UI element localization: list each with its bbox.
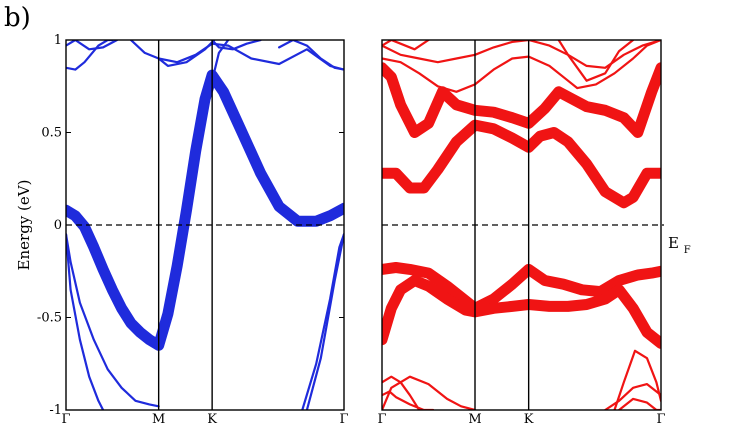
fermi-label-sub: F xyxy=(684,245,691,256)
thin-band-7 xyxy=(129,40,344,71)
thin-band-9 xyxy=(211,40,262,51)
k-point-label-3: Γ xyxy=(339,412,348,427)
k-point-label-3: Γ xyxy=(656,412,665,427)
thin-band-5 xyxy=(66,40,114,71)
k-point-label-1: M xyxy=(468,412,481,427)
thin-band-4 xyxy=(305,233,344,410)
fermi-level-label: E F xyxy=(668,234,691,256)
fermi-label-main: E xyxy=(668,234,679,252)
thick-band-2 xyxy=(382,262,661,314)
y-tick-label-4: -1 xyxy=(49,403,62,418)
thin-band-6 xyxy=(382,40,430,51)
thin-band-11 xyxy=(613,349,661,410)
thin-band-2 xyxy=(66,233,105,410)
thin-band-8 xyxy=(157,40,216,67)
plot-frame xyxy=(381,39,662,411)
thick-band-0 xyxy=(382,62,661,138)
thin-band-10 xyxy=(278,40,344,71)
thin-band-13 xyxy=(618,397,661,410)
thin-band-6 xyxy=(66,40,119,51)
y-tick-label-3: -0.5 xyxy=(37,311,62,326)
k-point-label-0: Γ xyxy=(61,412,70,427)
thin-band-4 xyxy=(382,40,661,69)
thin-band-3 xyxy=(301,233,344,410)
thin-band-7 xyxy=(557,40,635,82)
thin-band-9 xyxy=(382,375,477,410)
thin-band-1 xyxy=(66,233,160,408)
k-point-label-2: K xyxy=(207,412,217,427)
left-band-panel: Γ M K Γ 1 0.5 0 -0.5 -1 Energy (eV) xyxy=(15,33,349,427)
y-axis-title: Energy (eV) xyxy=(15,180,33,271)
thin-band-11 xyxy=(211,40,230,82)
k-point-label-2: K xyxy=(524,412,534,427)
k-point-label-0: Γ xyxy=(377,412,386,427)
y-tick-label-2: 0 xyxy=(54,218,62,233)
thick-band-0 xyxy=(66,69,344,351)
thin-band-12 xyxy=(604,383,661,410)
k-point-label-1: M xyxy=(152,412,165,427)
thick-band-1 xyxy=(382,119,661,209)
thick-band-3 xyxy=(382,275,661,349)
y-tick-label-0: 1 xyxy=(54,33,62,48)
panel-label: b) xyxy=(4,3,31,33)
y-tick-label-1: 0.5 xyxy=(41,126,62,141)
thin-band-5 xyxy=(382,40,661,93)
band-group xyxy=(66,40,344,410)
thin-band-10 xyxy=(382,390,435,410)
